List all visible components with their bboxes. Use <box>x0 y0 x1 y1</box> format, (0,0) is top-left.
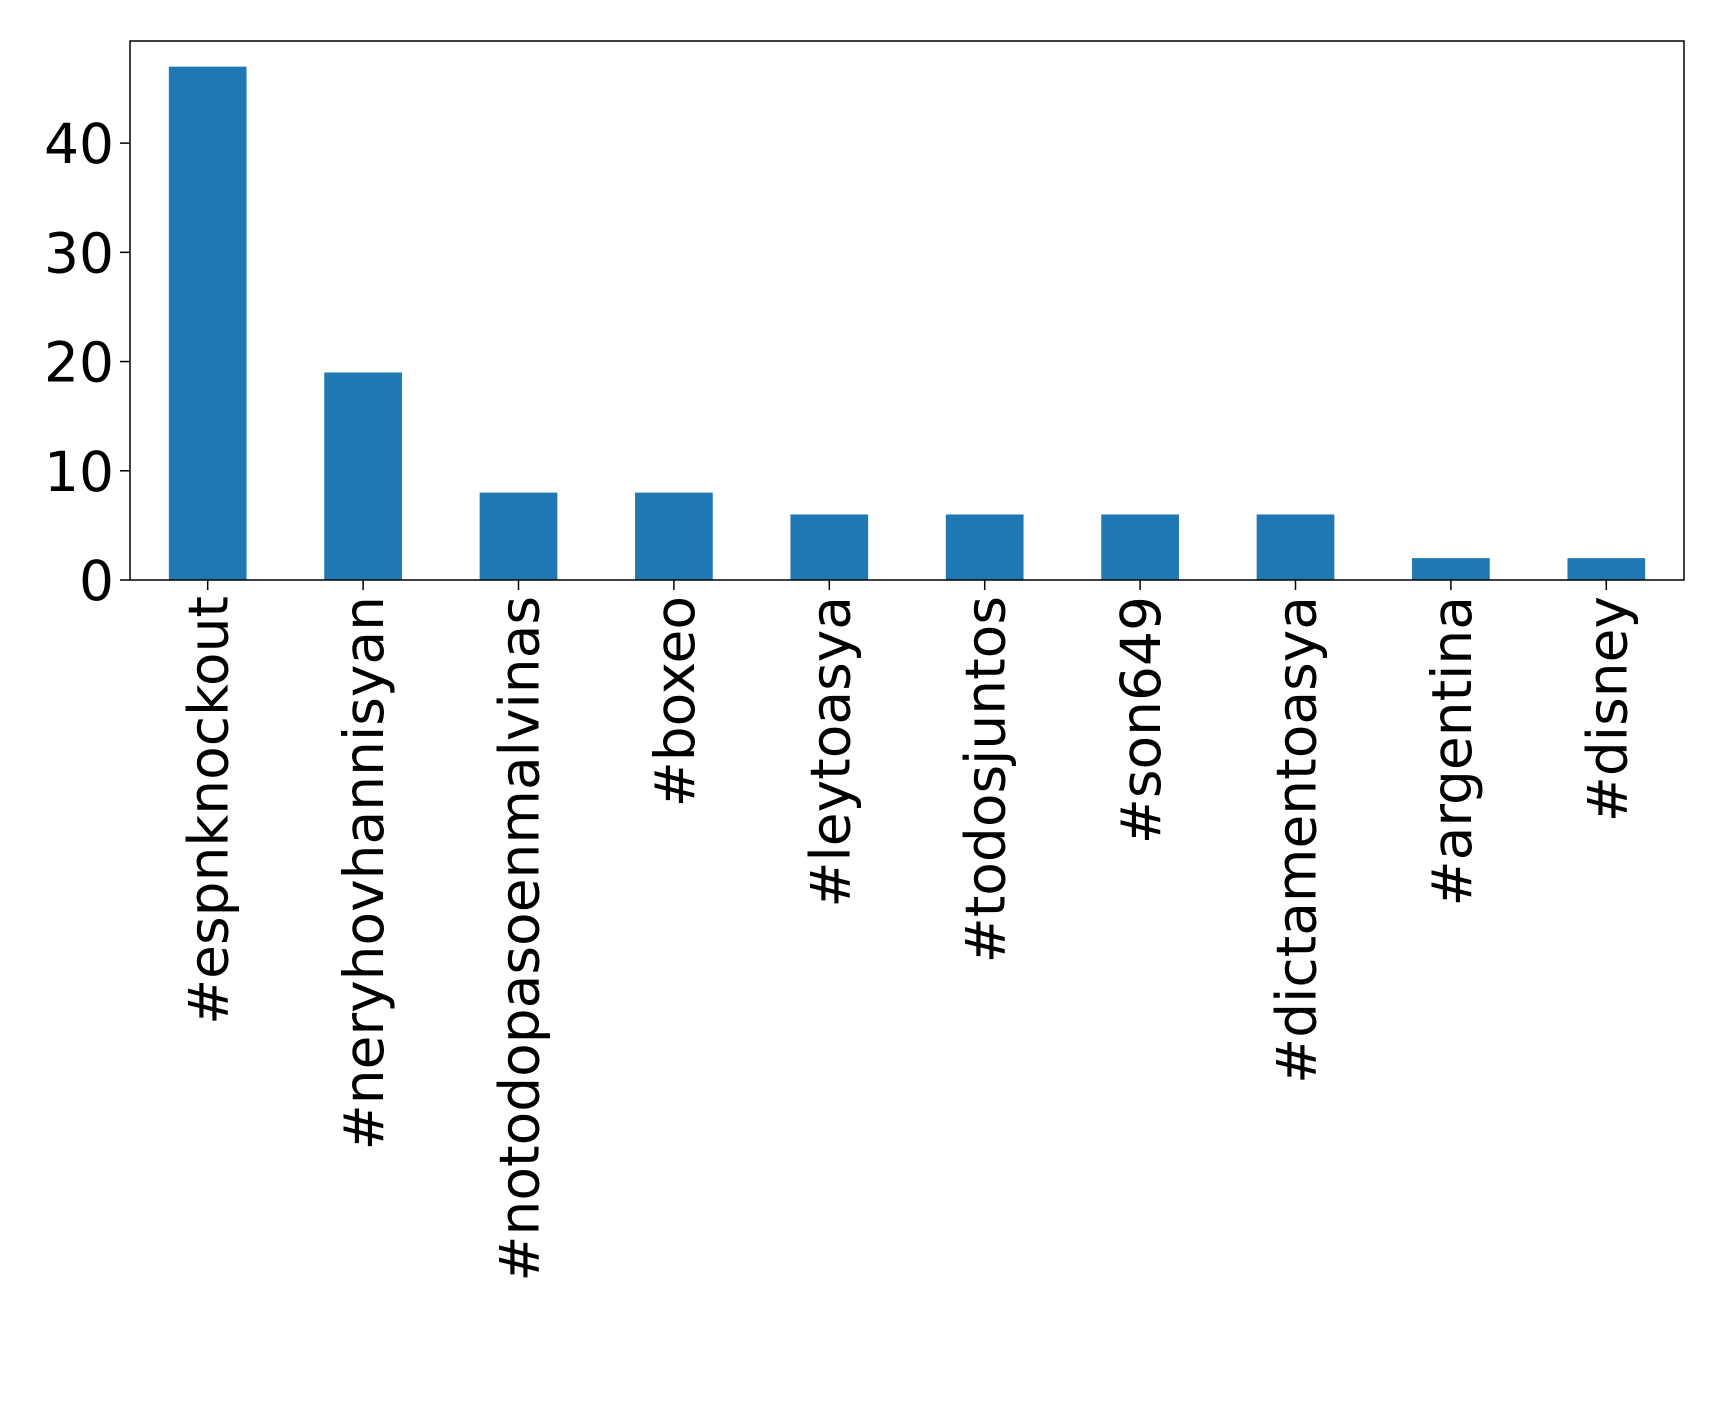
x-tick-label: #boxeo <box>643 596 707 807</box>
bar <box>945 514 1024 580</box>
bar <box>1256 514 1335 580</box>
y-tick-label: 0 <box>79 549 114 613</box>
y-tick-label: 20 <box>44 331 114 395</box>
x-tick-label: #notodopasoenmalvinas <box>488 596 552 1282</box>
x-tick-label: #dictamentoasya <box>1265 596 1329 1084</box>
x-tick-label: #espnknockout <box>177 596 241 1025</box>
bar <box>479 492 558 580</box>
bar <box>1412 558 1490 580</box>
bar <box>1567 558 1646 580</box>
y-tick-label: 10 <box>44 440 114 504</box>
x-tick-label: #disney <box>1575 596 1639 822</box>
x-tick-label: #argentina <box>1420 596 1484 906</box>
bar <box>324 372 402 580</box>
y-tick-label: 40 <box>44 112 114 176</box>
bar <box>168 66 247 580</box>
x-tick-label: #leytoasya <box>798 596 862 908</box>
bar <box>790 514 869 580</box>
bar <box>1101 514 1179 580</box>
x-tick-label: #todosjuntos <box>954 596 1018 963</box>
bar <box>635 492 713 580</box>
plot-frame <box>129 40 1685 581</box>
x-tick-label: #son649 <box>1109 596 1173 844</box>
y-tick-label: 30 <box>44 221 114 285</box>
x-tick-label: #neryhovhannisyan <box>332 596 396 1150</box>
